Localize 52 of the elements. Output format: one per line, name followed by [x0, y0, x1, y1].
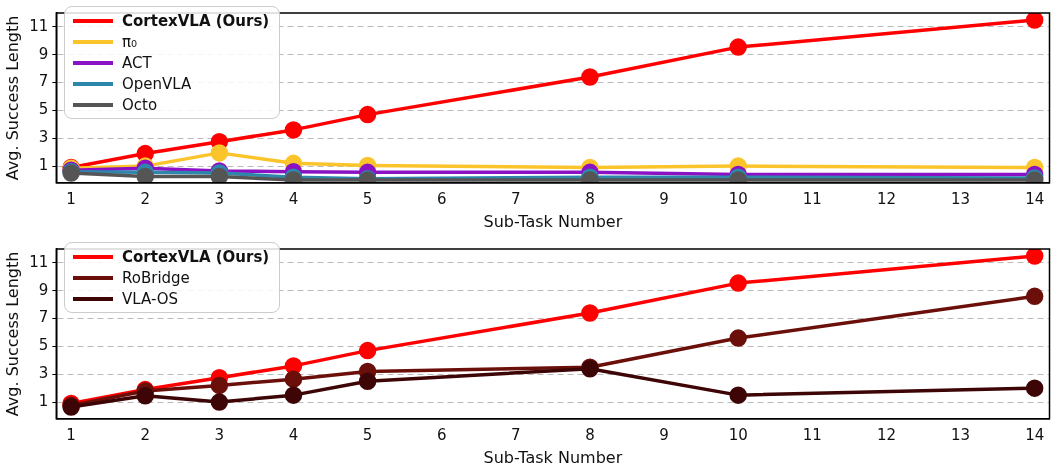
y-tick-label: 7	[38, 72, 49, 91]
x-tick-label: 12	[876, 189, 896, 208]
x-tick-label: 2	[140, 425, 150, 444]
x-tick-label: 9	[659, 425, 669, 444]
legend-label: CortexVLA (Ours)	[122, 247, 270, 266]
x-tick-label: 6	[436, 189, 447, 208]
y-tick-label: 11	[29, 16, 49, 35]
x-axis-title: Sub-Task Number	[483, 447, 623, 467]
y-tick-label: 9	[38, 44, 49, 63]
x-tick-label: 5	[362, 425, 373, 444]
x-tick-label: 14	[1025, 425, 1045, 444]
x-tick-label: 10	[728, 425, 748, 444]
x-tick-label: 7	[511, 189, 521, 208]
legend-label: VLA-OS	[122, 289, 179, 308]
y-tick-label: 1	[38, 155, 49, 174]
y-tick-label: 3	[38, 364, 49, 383]
y-axis-title: Avg. Success Length	[2, 15, 22, 181]
x-tick-label: 8	[585, 425, 595, 444]
legend-label: ACT	[122, 53, 152, 72]
x-tick-label: 11	[802, 189, 822, 208]
x-tick-label: 13	[951, 425, 971, 444]
x-tick-label: 3	[214, 189, 225, 208]
x-tick-label: 3	[214, 425, 225, 444]
y-tick-label: 9	[38, 280, 49, 299]
legend-label: CortexVLA (Ours)	[122, 11, 270, 30]
x-tick-label: 2	[140, 189, 150, 208]
legend-label: RoBridge	[122, 268, 190, 287]
legend-label: OpenVLA	[122, 74, 192, 93]
x-tick-label: 5	[362, 189, 373, 208]
y-tick-label: 3	[38, 128, 49, 147]
x-tick-label: 11	[802, 425, 822, 444]
x-tick-label: 9	[659, 189, 669, 208]
y-tick-label: 11	[29, 252, 49, 271]
x-tick-label: 12	[876, 425, 896, 444]
x-tick-label: 7	[511, 425, 521, 444]
x-tick-label: 1	[66, 425, 76, 444]
legend-label: Octo	[122, 95, 158, 114]
x-tick-label: 10	[728, 189, 748, 208]
y-tick-label: 5	[38, 336, 49, 355]
y-axis-title: Avg. Success Length	[2, 251, 22, 417]
y-tick-label: 1	[38, 391, 49, 410]
x-axis-title: Sub-Task Number	[483, 211, 623, 231]
y-tick-label: 7	[38, 308, 49, 327]
x-tick-label: 1	[66, 189, 76, 208]
y-tick-label: 5	[38, 100, 49, 119]
x-tick-label: 4	[288, 425, 299, 444]
legend-label: π₀	[122, 32, 138, 51]
x-tick-label: 13	[951, 189, 971, 208]
x-tick-label: 14	[1025, 189, 1045, 208]
x-tick-label: 4	[288, 189, 299, 208]
x-tick-label: 8	[585, 189, 595, 208]
x-tick-label: 6	[436, 425, 447, 444]
